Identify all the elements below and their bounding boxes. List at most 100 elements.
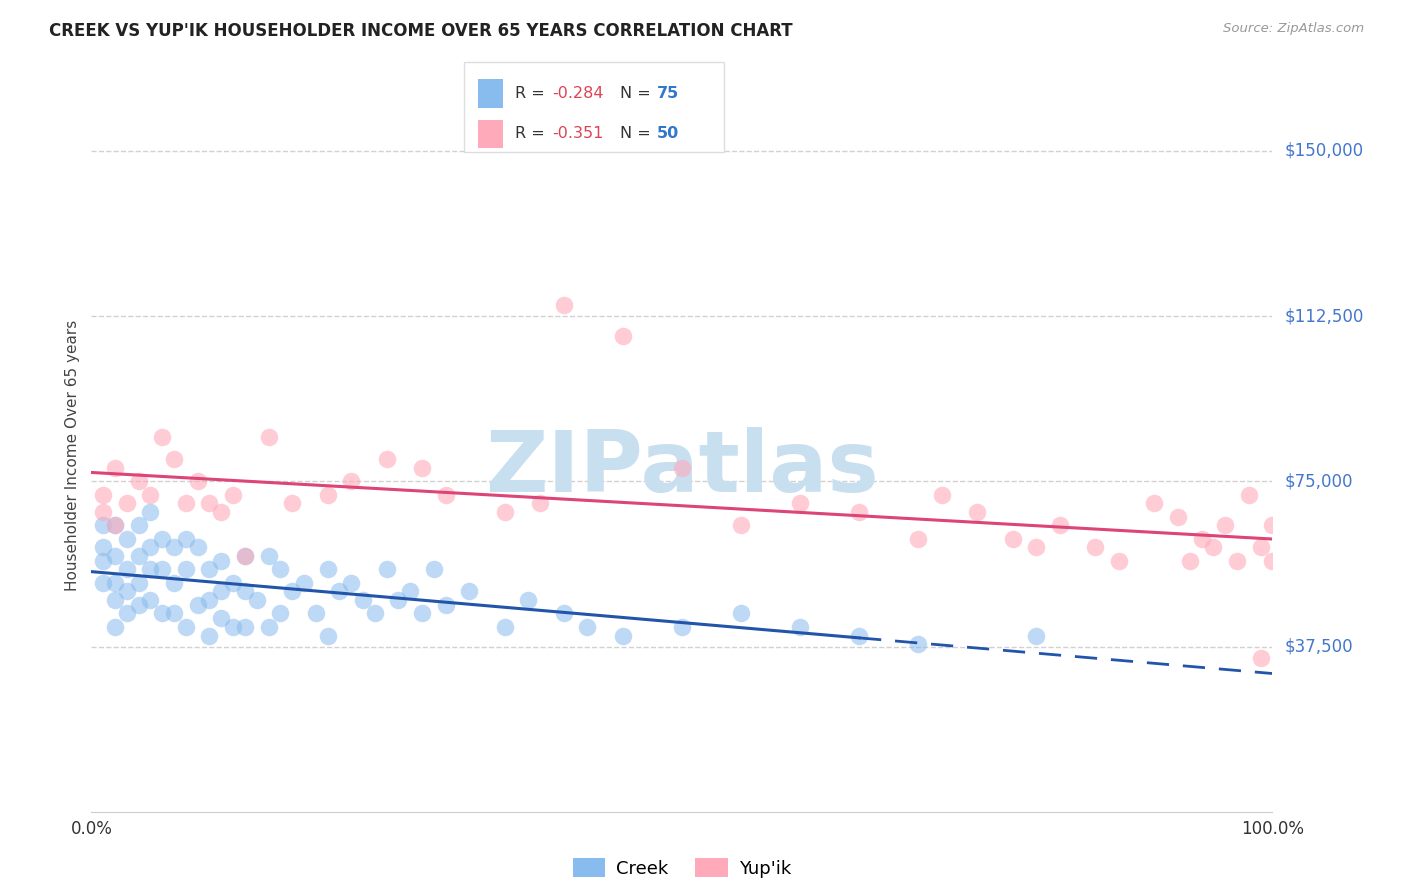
Text: R =: R =	[515, 127, 550, 141]
Point	[1025, 628, 1047, 642]
Point	[364, 607, 387, 621]
Point	[281, 496, 304, 510]
Point	[494, 620, 516, 634]
Point	[907, 637, 929, 651]
Point	[730, 607, 752, 621]
Point	[789, 496, 811, 510]
Point	[163, 452, 186, 467]
Point	[128, 549, 150, 564]
Point	[387, 593, 409, 607]
Point	[375, 562, 398, 576]
Point	[104, 518, 127, 533]
Point	[91, 575, 114, 590]
Point	[1261, 554, 1284, 568]
Point	[411, 607, 433, 621]
Point	[198, 496, 221, 510]
Text: -0.351: -0.351	[553, 127, 605, 141]
Text: $75,000: $75,000	[1284, 473, 1353, 491]
Point	[128, 518, 150, 533]
Point	[966, 505, 988, 519]
Point	[1143, 496, 1166, 510]
Point	[115, 532, 138, 546]
Point	[246, 593, 269, 607]
Point	[1191, 532, 1213, 546]
Point	[257, 430, 280, 444]
Point	[222, 575, 245, 590]
Point	[104, 575, 127, 590]
Point	[1025, 541, 1047, 555]
Point	[198, 628, 221, 642]
Point	[907, 532, 929, 546]
Point	[612, 628, 634, 642]
Point	[115, 562, 138, 576]
Point	[150, 532, 173, 546]
Point	[328, 584, 350, 599]
Point	[1250, 541, 1272, 555]
Point	[104, 518, 127, 533]
Point	[91, 554, 114, 568]
Point	[292, 575, 315, 590]
Point	[281, 584, 304, 599]
Point	[434, 598, 457, 612]
Point	[150, 607, 173, 621]
Text: R =: R =	[515, 87, 550, 101]
Point	[671, 620, 693, 634]
Point	[269, 607, 291, 621]
Point	[576, 620, 599, 634]
Point	[257, 620, 280, 634]
Point	[104, 620, 127, 634]
Point	[104, 593, 127, 607]
Point	[257, 549, 280, 564]
Point	[209, 554, 232, 568]
Point	[411, 461, 433, 475]
Point	[553, 607, 575, 621]
Point	[848, 505, 870, 519]
Point	[198, 562, 221, 576]
Point	[174, 620, 197, 634]
Point	[423, 562, 446, 576]
Point	[671, 461, 693, 475]
Text: $37,500: $37,500	[1284, 638, 1353, 656]
Point	[163, 575, 186, 590]
Point	[1202, 541, 1225, 555]
Point	[187, 598, 209, 612]
Point	[139, 505, 162, 519]
Point	[730, 518, 752, 533]
Point	[352, 593, 374, 607]
Point	[233, 620, 256, 634]
Point	[316, 487, 339, 501]
Point	[1237, 487, 1260, 501]
Point	[139, 562, 162, 576]
Point	[233, 584, 256, 599]
Point	[163, 607, 186, 621]
Point	[115, 584, 138, 599]
Point	[269, 562, 291, 576]
Point	[1178, 554, 1201, 568]
Point	[340, 575, 363, 590]
Text: 50: 50	[657, 127, 679, 141]
Point	[150, 430, 173, 444]
Point	[222, 620, 245, 634]
Point	[316, 562, 339, 576]
Point	[128, 575, 150, 590]
Point	[163, 541, 186, 555]
Point	[128, 475, 150, 489]
Point	[187, 475, 209, 489]
Point	[931, 487, 953, 501]
Point	[305, 607, 328, 621]
Point	[517, 593, 540, 607]
Point	[553, 298, 575, 312]
Point	[1001, 532, 1024, 546]
Text: Source: ZipAtlas.com: Source: ZipAtlas.com	[1223, 22, 1364, 36]
Point	[233, 549, 256, 564]
Point	[222, 487, 245, 501]
Point	[150, 562, 173, 576]
Point	[434, 487, 457, 501]
Point	[375, 452, 398, 467]
Text: $112,500: $112,500	[1284, 307, 1364, 326]
Y-axis label: Householder Income Over 65 years: Householder Income Over 65 years	[65, 319, 80, 591]
Point	[115, 607, 138, 621]
Point	[399, 584, 422, 599]
Point	[198, 593, 221, 607]
Point	[458, 584, 481, 599]
